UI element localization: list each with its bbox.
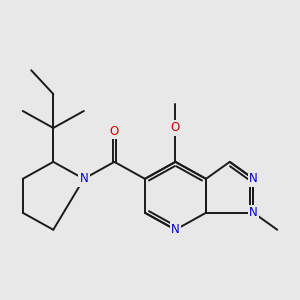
Text: O: O	[110, 125, 119, 138]
Text: O: O	[171, 122, 180, 134]
Text: N: N	[249, 172, 258, 185]
Text: N: N	[171, 223, 180, 236]
Text: N: N	[249, 206, 258, 219]
Text: N: N	[80, 172, 88, 185]
